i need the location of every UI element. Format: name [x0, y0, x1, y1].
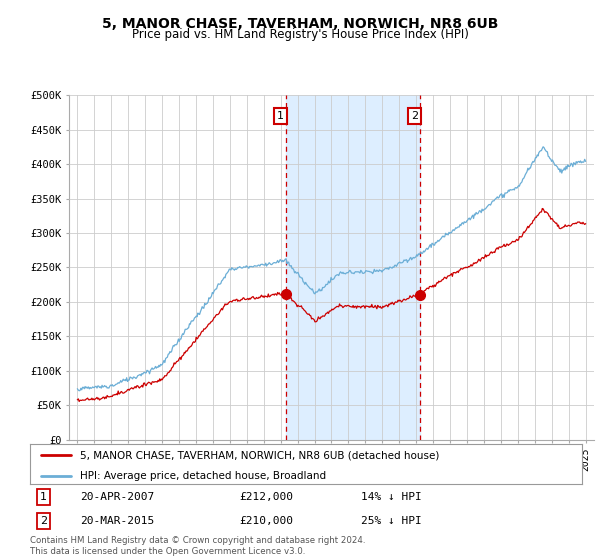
Text: 1: 1 — [40, 492, 47, 502]
Text: HPI: Average price, detached house, Broadland: HPI: Average price, detached house, Broa… — [80, 470, 326, 480]
Text: 14% ↓ HPI: 14% ↓ HPI — [361, 492, 422, 502]
Text: 2: 2 — [411, 111, 418, 121]
Text: 25% ↓ HPI: 25% ↓ HPI — [361, 516, 422, 526]
Text: Price paid vs. HM Land Registry's House Price Index (HPI): Price paid vs. HM Land Registry's House … — [131, 28, 469, 41]
Bar — [286, 95, 419, 440]
Text: 20-MAR-2015: 20-MAR-2015 — [80, 516, 154, 526]
Text: £212,000: £212,000 — [240, 492, 294, 502]
Text: Contains HM Land Registry data © Crown copyright and database right 2024.
This d: Contains HM Land Registry data © Crown c… — [30, 536, 365, 556]
Text: 2: 2 — [40, 516, 47, 526]
Text: £210,000: £210,000 — [240, 516, 294, 526]
Text: 20-APR-2007: 20-APR-2007 — [80, 492, 154, 502]
Text: 1: 1 — [277, 111, 284, 121]
Text: 5, MANOR CHASE, TAVERHAM, NORWICH, NR8 6UB: 5, MANOR CHASE, TAVERHAM, NORWICH, NR8 6… — [102, 16, 498, 30]
Text: 5, MANOR CHASE, TAVERHAM, NORWICH, NR8 6UB (detached house): 5, MANOR CHASE, TAVERHAM, NORWICH, NR8 6… — [80, 450, 439, 460]
